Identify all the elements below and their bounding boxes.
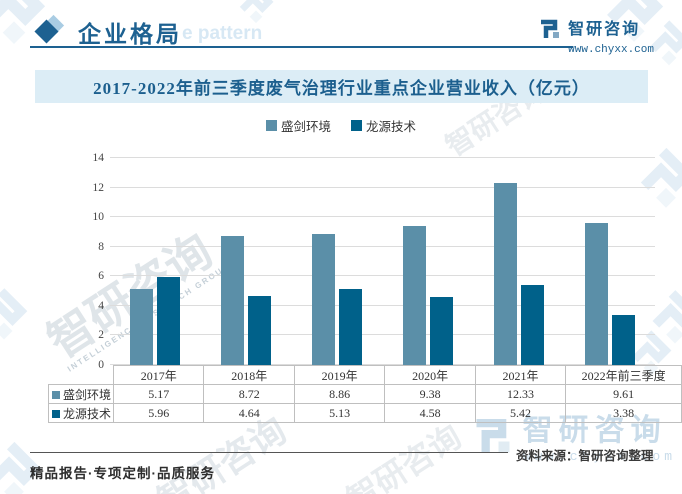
bar-group <box>564 158 655 365</box>
gridline <box>110 186 655 188</box>
bar-group <box>110 158 201 365</box>
legend: 盛剑环境 龙源技术 <box>0 116 682 135</box>
y-axis-tick: 2 <box>98 329 104 342</box>
y-axis-tick: 6 <box>98 270 104 283</box>
legend-label: 龙源技术 <box>366 120 417 134</box>
bar <box>312 234 336 365</box>
header-watermark-text: e pattern <box>182 23 263 44</box>
bar-group <box>201 158 292 365</box>
table-header-row: 2017年 2018年 2019年 2020年 2021年 2022年前三季度 <box>49 365 682 385</box>
bar <box>493 182 517 365</box>
gridline <box>110 245 655 247</box>
table-row: 盛剑环境 5.17 8.72 8.86 9.38 12.33 9.61 <box>47 384 682 404</box>
data-table: 2017年 2018年 2019年 2020年 2021年 2022年前三季度 盛剑环境 5.… <box>47 365 682 423</box>
bar <box>221 236 245 365</box>
bar <box>429 297 453 365</box>
bar-group <box>383 158 474 365</box>
footer-slogan: 精品报告·专项定制·品质服务 <box>30 466 215 481</box>
bar <box>248 296 272 365</box>
y-axis-tick: 10 <box>92 211 105 224</box>
watermark-logo-icon <box>0 280 38 348</box>
chart-title-banner: 2017-2022年前三季度废气治理行业重点企业营业收入（亿元） <box>35 70 648 103</box>
table-cell: 9.38 <box>384 384 476 404</box>
section-title: 企业格局 <box>78 22 182 47</box>
gridline <box>110 216 655 218</box>
bar <box>611 315 635 365</box>
watermark-text: 智研咨询 <box>340 418 468 494</box>
gridline <box>110 275 655 277</box>
table-corner-cell <box>49 366 114 385</box>
y-axis-tick: 14 <box>92 152 105 164</box>
plot-area <box>110 157 655 365</box>
row-label-text: 龙源技术 <box>63 406 112 421</box>
y-axis-tick: 0 <box>98 359 104 371</box>
table-row-label: 盛剑环境 <box>47 384 115 404</box>
data-table-body: 2017年 2018年 2019年 2020年 2021年 2022年前三季度 盛剑环境 5.… <box>47 365 682 423</box>
source-text: 资料来源：智研咨询整理 <box>516 449 654 463</box>
table-header-cell: 2019年 <box>293 365 386 385</box>
gridline <box>110 157 655 158</box>
bar <box>520 284 544 365</box>
brand-block: 智研咨询 www.chyxx.com <box>538 15 654 57</box>
table-cell: 4.58 <box>384 403 476 423</box>
table-header-cell: 2018年 <box>203 365 295 385</box>
table-cell: 8.72 <box>203 384 295 404</box>
gridline <box>110 334 655 336</box>
bar-group <box>292 158 383 365</box>
gridline <box>110 304 655 306</box>
brand-logo-icon <box>538 17 562 41</box>
row-label-swatch <box>52 390 60 399</box>
table-header-cell: 2020年 <box>384 365 476 385</box>
y-axis-tick: 12 <box>92 181 105 194</box>
y-axis-tick: 4 <box>98 299 104 312</box>
bar <box>584 222 608 365</box>
legend-swatch <box>351 120 362 131</box>
legend-swatch <box>265 120 277 131</box>
y-axis-tick: 8 <box>98 240 104 253</box>
table-cell: 5.42 <box>474 403 567 423</box>
chart-title: 2017-2022年前三季度废气治理行业重点企业营业收入（亿元） <box>93 79 590 98</box>
table-cell: 5.13 <box>293 403 386 423</box>
table-cell: 3.38 <box>565 403 682 423</box>
table-cell: 5.17 <box>113 384 205 404</box>
brand-website: www.chyxx.com <box>568 44 654 56</box>
y-axis: 0 2 4 6 8 10 12 14 <box>68 152 105 371</box>
row-label-swatch <box>52 409 60 418</box>
gridline <box>110 364 655 365</box>
table-cell: 4.64 <box>203 403 295 423</box>
legend-item: 龙源技术 <box>351 116 416 135</box>
footer-divider <box>30 452 508 453</box>
table-cell: 9.61 <box>565 384 682 404</box>
table-header-cell: 2022年前三季度 <box>565 365 682 385</box>
table-cell: 12.33 <box>474 384 567 404</box>
bar <box>339 289 363 365</box>
bar <box>157 276 181 365</box>
table-header-cell: 2021年 <box>474 365 567 385</box>
row-label-text: 盛剑环境 <box>63 387 112 402</box>
table-cell: 5.96 <box>113 403 205 423</box>
bar <box>130 288 154 365</box>
table-cell: 8.86 <box>293 384 386 404</box>
bar-group <box>473 158 564 365</box>
legend-item: 盛剑环境 <box>265 116 331 135</box>
table-row: 龙源技术 5.96 4.64 5.13 4.58 5.42 3.38 <box>47 403 682 423</box>
table-header-cell: 2017年 <box>113 365 205 385</box>
section-diamond-icon <box>34 14 66 46</box>
brand-name: 智研咨询 <box>568 21 641 38</box>
legend-label: 盛剑环境 <box>280 120 331 134</box>
bar <box>402 226 426 365</box>
table-row-label: 龙源技术 <box>47 403 115 423</box>
header-divider <box>30 46 573 48</box>
